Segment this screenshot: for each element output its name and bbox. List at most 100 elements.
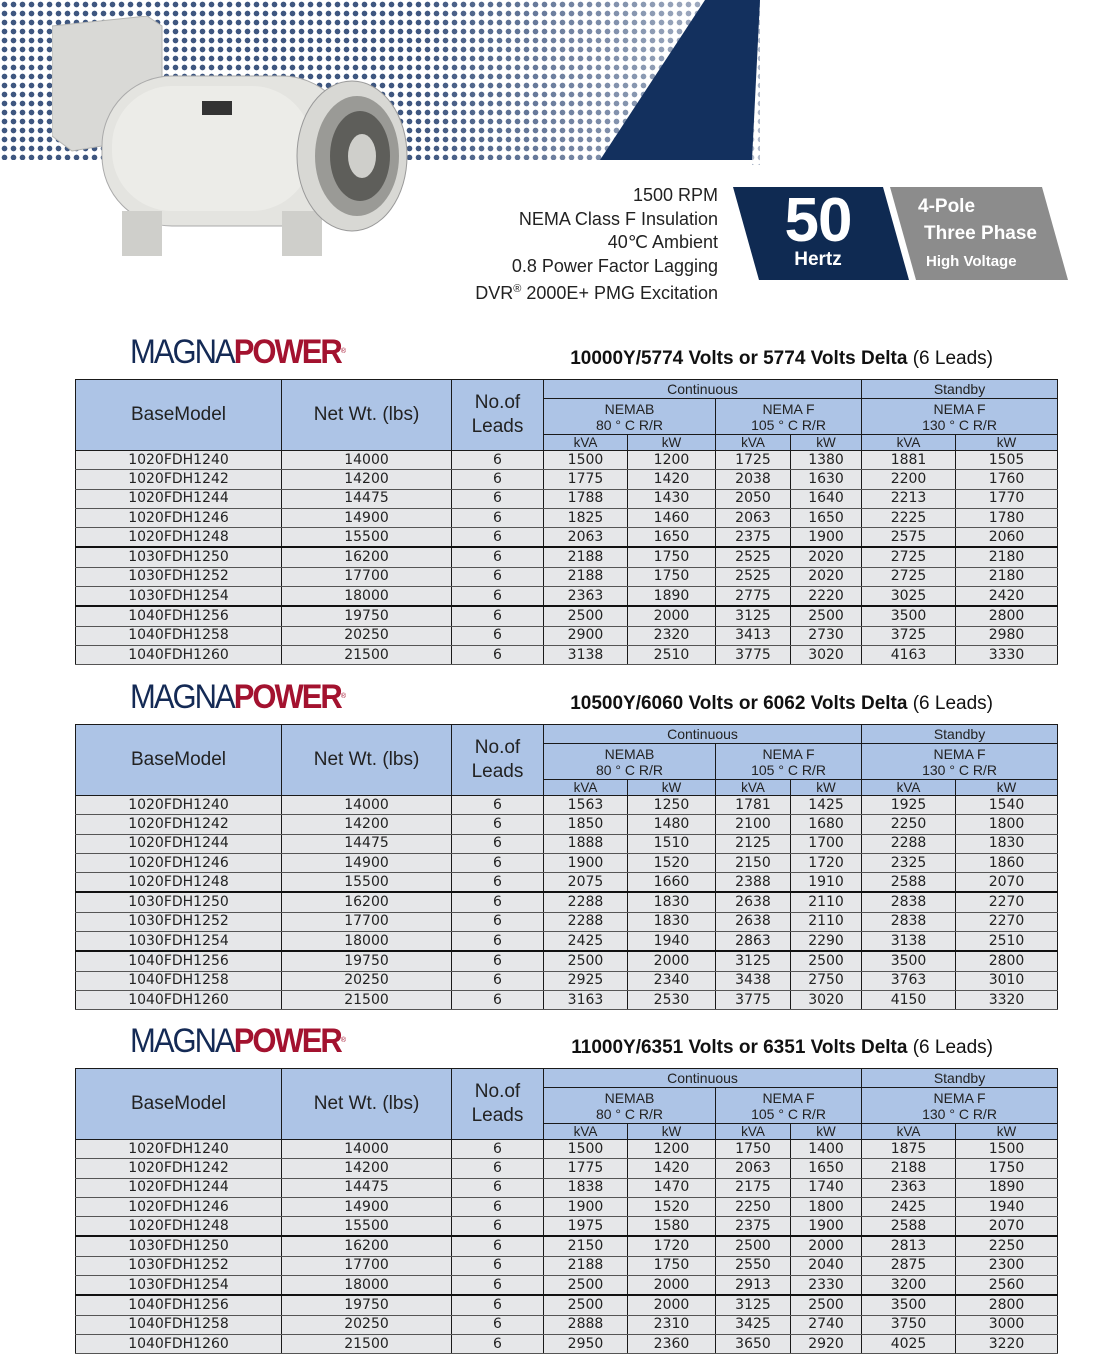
header-nema-f-standby: NEMA F 130 ° C R/R [861, 398, 1059, 435]
table-cell: 2188 [543, 546, 628, 568]
table-cell: 14200 [281, 1158, 452, 1179]
table-cell: 2200 [861, 469, 957, 490]
table-cell: 1200 [627, 1138, 716, 1160]
table-cell: 3020 [789, 644, 863, 666]
table-cell: 2288 [543, 891, 628, 913]
table-cell: 1250 [627, 794, 716, 816]
table-row: 1040FDH1260 21500 6 2950 2360 3650 2920 4025 322… [75, 1333, 1059, 1355]
table-cell: 2575 [861, 527, 957, 548]
table-row: 1030FDH1250 16200 6 2188 1750 2525 2020 2725 218… [75, 546, 1059, 568]
table-cell: 17700 [281, 911, 452, 933]
table-cell: 2125 [715, 833, 791, 854]
table-cell: 2913 [715, 1275, 791, 1296]
table-cell: 6 [451, 891, 544, 913]
table-cell: 1830 [955, 833, 1059, 854]
table-cell: 6 [451, 449, 544, 471]
table-cell: 2863 [715, 931, 791, 952]
voltage-title-leads: (6 Leads) [907, 348, 993, 369]
nema-f-label: NEMA F [762, 400, 815, 417]
table-cell: 6 [451, 872, 544, 893]
table-cell: 15500 [281, 1216, 452, 1237]
table-cell: 1030FDH1252 [75, 911, 282, 933]
ratings-table: BaseModel Net Wt. (lbs) No.of Leads Continu… [75, 379, 1059, 666]
table-cell: 6 [451, 469, 544, 490]
table-cell: 2388 [715, 872, 791, 893]
table-row: 1040FDH1258 20250 6 2925 2340 3438 2750 3763 301… [75, 970, 1059, 991]
header-nema-f-standby: NEMA F 130 ° C R/R [861, 743, 1059, 780]
table-cell: 14200 [281, 469, 452, 490]
table-cell: 2425 [861, 1196, 957, 1218]
table-cell: 1500 [955, 1138, 1059, 1160]
table-cell: 1770 [955, 488, 1059, 509]
table-cell: 1040FDH1260 [75, 644, 282, 666]
table-cell: 6 [451, 931, 544, 952]
logo-registered: ® [340, 348, 346, 355]
table-cell: 21500 [281, 989, 452, 1011]
table-cell: 2040 [789, 1255, 863, 1277]
frequency-badge: 50 Hertz [733, 186, 909, 280]
table-cell: 6 [451, 911, 544, 933]
table-cell: 3220 [955, 1333, 1059, 1355]
table-cell: 3330 [955, 644, 1059, 666]
nema-f-standby-temp: 130 ° C R/R [922, 1105, 997, 1122]
table-row: 1030FDH1254 18000 6 2363 1890 2775 2220 3025 242… [75, 586, 1059, 607]
header-kva: kVA [543, 1123, 628, 1140]
config-badge: 4-Pole Three Phase High Voltage [890, 187, 1070, 280]
header-kva: kVA [715, 1123, 791, 1140]
table-cell: 1940 [955, 1196, 1059, 1218]
table-cell: 2100 [715, 814, 791, 835]
table-cell: 1020FDH1240 [75, 449, 282, 471]
magnapower-logo: MAGNAPOWER® [130, 1023, 346, 1058]
frequency-unit: Hertz [794, 249, 842, 270]
table-cell: 6 [451, 794, 544, 816]
table-cell: 2070 [955, 872, 1059, 893]
header-nema-b: NEMAB 80 ° C R/R [543, 398, 716, 435]
table-cell: 3010 [955, 970, 1059, 991]
table-cell: 4163 [861, 644, 957, 666]
table-cell: 1480 [627, 814, 716, 835]
table-cell: 1030FDH1250 [75, 1235, 282, 1257]
table-cell: 1040FDH1258 [75, 1314, 282, 1335]
table-cell: 2500 [789, 1294, 863, 1316]
table-cell: 2020 [789, 546, 863, 568]
table-cell: 1510 [627, 833, 716, 854]
table-row: 1020FDH1248 15500 6 2063 1650 2375 1900 2575 206… [75, 527, 1059, 548]
table-cell: 3500 [861, 605, 957, 627]
voltage-title-main: 10500Y/6060 Volts or 6062 Volts Delta [570, 693, 908, 714]
table-row: 1030FDH1250 16200 6 2288 1830 2638 2110 2838 227… [75, 891, 1059, 913]
table-cell: 1020FDH1242 [75, 1158, 282, 1179]
table-cell: 3025 [861, 586, 957, 607]
voltage-title: 10500Y/6060 Volts or 6062 Volts Delta (6… [570, 693, 993, 715]
nema-b-temp: 80 ° C R/R [595, 416, 664, 433]
table-cell: 3200 [861, 1275, 957, 1296]
table-cell: 1425 [789, 794, 863, 816]
table-cell: 18000 [281, 1275, 452, 1296]
table-cell: 2375 [715, 1216, 791, 1237]
table-cell: 1750 [627, 566, 716, 588]
table-cell: 1700 [789, 833, 863, 854]
table-cell: 6 [451, 644, 544, 666]
table-row: 1030FDH1252 17700 6 2188 1750 2550 2040 2875 230… [75, 1255, 1059, 1277]
logo-registered: ® [340, 693, 346, 700]
table-cell: 2330 [789, 1275, 863, 1296]
table-cell: 1030FDH1250 [75, 546, 282, 568]
table-cell: 1020FDH1244 [75, 1177, 282, 1198]
table-cell: 1881 [861, 449, 957, 471]
table-cell: 1800 [789, 1196, 863, 1218]
table-cell: 1020FDH1248 [75, 527, 282, 548]
table-cell: 1020FDH1242 [75, 469, 282, 490]
table-cell: 2340 [627, 970, 716, 991]
table-row: 1040FDH1256 19750 6 2500 2000 3125 2500 3500 280… [75, 605, 1059, 627]
table-cell: 1850 [543, 814, 628, 835]
table-cell: 1020FDH1242 [75, 814, 282, 835]
table-cell: 2775 [715, 586, 791, 607]
magnapower-logo: MAGNAPOWER® [130, 332, 346, 371]
table-cell: 14475 [281, 1177, 452, 1198]
header-leads: No.of Leads [451, 379, 544, 451]
table-cell: 1030FDH1254 [75, 586, 282, 607]
table-cell: 2550 [715, 1255, 791, 1277]
table-cell: 16200 [281, 1235, 452, 1257]
logo-power: POWER [233, 332, 343, 371]
nema-f-temp: 105 ° C R/R [751, 416, 826, 433]
table-cell: 1890 [627, 586, 716, 607]
